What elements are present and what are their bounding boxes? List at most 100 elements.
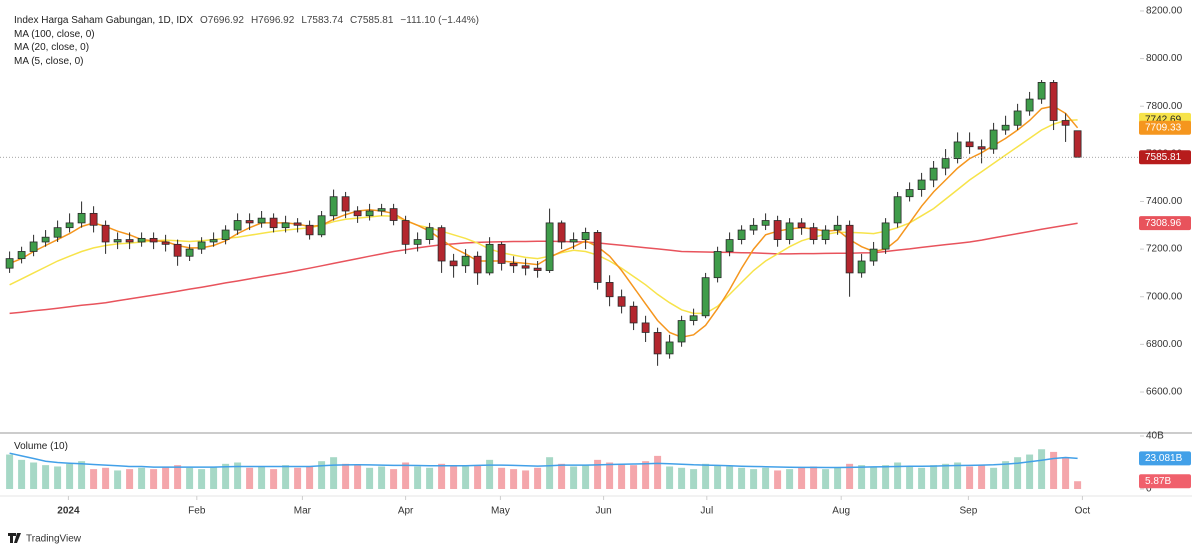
- candle-body: [869, 248, 878, 262]
- volume-bar: [774, 470, 782, 489]
- volume-bar: [894, 462, 902, 489]
- ma-line: [9, 105, 1079, 338]
- y-tick-label: 8200.00: [1146, 6, 1183, 17]
- candle-body: [953, 141, 962, 160]
- y-tick-label: 7000.00: [1146, 291, 1183, 302]
- ma-line: [9, 222, 1078, 315]
- header-item: −111.10 (−1.44%): [400, 15, 479, 26]
- volume-bar: [486, 459, 494, 489]
- volume-bar: [42, 465, 50, 489]
- candle-body: [893, 196, 902, 224]
- candle-body: [305, 224, 314, 236]
- volume-bar: [234, 462, 242, 489]
- candle-body: [245, 220, 254, 224]
- volume-bar: [198, 469, 206, 489]
- price-badge-label: 7742.69: [1145, 115, 1182, 126]
- volume-bar: [54, 466, 62, 489]
- x-tick-label: Mar: [294, 506, 312, 517]
- header-item: Index Harga Saham Gabungan, 1D, IDX: [14, 15, 193, 26]
- volume-bar: [1002, 461, 1010, 489]
- price-badge: [1139, 451, 1191, 466]
- candle-body: [365, 210, 374, 217]
- volume-bar: [474, 465, 482, 489]
- candle-body: [989, 129, 998, 150]
- candle-body: [593, 232, 602, 283]
- volume-bar: [366, 467, 374, 489]
- x-tick-label: Aug: [832, 506, 850, 517]
- volume-bar: [354, 465, 362, 489]
- volume-bar: [138, 467, 146, 489]
- volume-bar: [930, 465, 938, 489]
- volume-bar: [402, 462, 410, 489]
- volume-bar: [6, 454, 14, 489]
- candle-body: [113, 239, 122, 243]
- candle-body: [17, 251, 26, 260]
- volume-bar: [690, 469, 698, 489]
- price-badge: [1139, 150, 1191, 165]
- x-tick-label: Apr: [398, 506, 414, 517]
- volume-bar: [174, 465, 182, 489]
- y-tick-label: 7800.00: [1146, 101, 1183, 112]
- price-badge-label: 7308.96: [1145, 218, 1182, 229]
- candle-body: [725, 239, 734, 252]
- candle-body: [1049, 81, 1058, 121]
- candle-body: [149, 237, 158, 243]
- candle-body: [341, 196, 350, 212]
- volume-bar: [978, 465, 986, 489]
- candle-body: [821, 229, 830, 240]
- volume-bar: [582, 465, 590, 489]
- volume-bar: [294, 467, 302, 489]
- volume-bar: [450, 465, 458, 489]
- x-tick-label: Feb: [188, 506, 206, 517]
- volume-bar: [654, 455, 662, 489]
- candle-body: [977, 146, 986, 150]
- volume-bar: [1074, 481, 1082, 489]
- candle-body: [857, 260, 866, 274]
- volume-bar: [1050, 451, 1058, 489]
- header-item: H7696.92: [250, 15, 295, 26]
- candle-body: [197, 241, 206, 250]
- candle-body: [473, 255, 482, 274]
- candle-body: [1013, 110, 1022, 126]
- candle-body: [329, 196, 338, 217]
- candle-body: [161, 241, 170, 245]
- volume-bar: [630, 465, 638, 489]
- volume-bar: [30, 462, 38, 489]
- candle-body: [845, 224, 854, 274]
- candle-body: [389, 208, 398, 221]
- volume-bar: [414, 466, 422, 489]
- volume-bar: [738, 467, 746, 489]
- candle-body: [401, 220, 410, 245]
- y-tick-label: 6600.00: [1146, 387, 1183, 398]
- volume-bar: [762, 467, 770, 489]
- candle-body: [965, 141, 974, 148]
- volume-bar: [798, 467, 806, 489]
- candle-body: [173, 243, 182, 257]
- ma-legend: MA (5, close, 0): [14, 56, 84, 67]
- candle-body: [125, 239, 134, 243]
- candle-body: [281, 222, 290, 229]
- candle-body: [53, 227, 62, 238]
- candle-body: [557, 222, 566, 243]
- candle-body: [101, 224, 110, 243]
- header-item: L7583.74: [301, 15, 344, 26]
- volume-bar: [90, 469, 98, 489]
- volume-bar: [462, 466, 470, 489]
- candle-body: [749, 224, 758, 231]
- y-tick-label: 7400.00: [1146, 196, 1183, 207]
- volume-bar: [714, 465, 722, 489]
- header-item: C7585.81: [350, 15, 394, 26]
- candle-body: [269, 217, 278, 229]
- candle-body: [377, 208, 386, 212]
- price-badge-label: 23.081B: [1145, 453, 1183, 464]
- volume-bar: [438, 463, 446, 489]
- candle-body: [1001, 124, 1010, 131]
- candle-body: [797, 222, 806, 229]
- candle-body: [29, 241, 38, 252]
- x-tick-label: May: [491, 506, 510, 517]
- price-badge-label: 7709.33: [1145, 122, 1182, 133]
- volume-bar: [606, 462, 614, 489]
- volume-bar: [642, 461, 650, 489]
- volume-bar: [126, 469, 134, 489]
